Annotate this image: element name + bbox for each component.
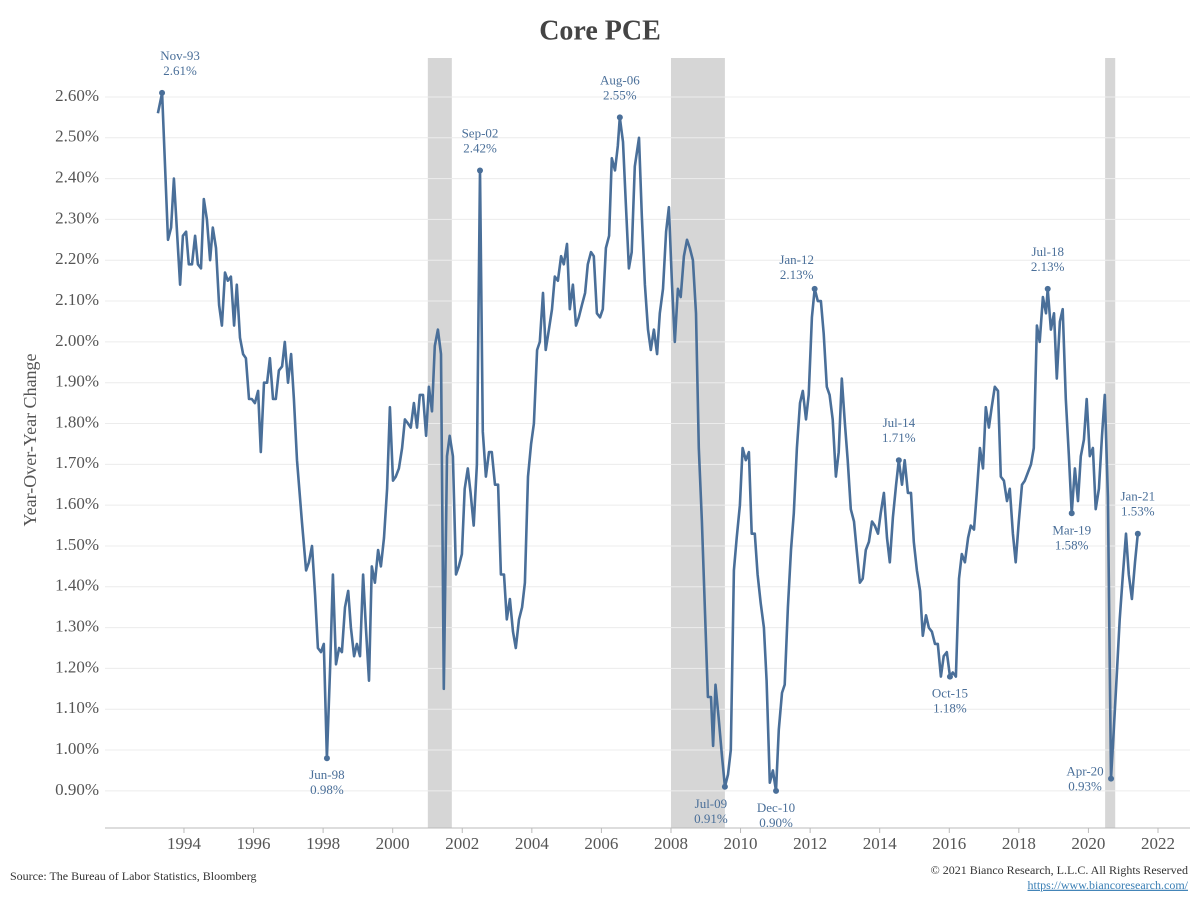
annotation-date: Dec-10: [757, 800, 795, 815]
annotation-date: Aug-06: [600, 72, 640, 87]
annotation-dot: [946, 673, 953, 680]
annotation-value: 2.61%: [163, 63, 197, 78]
x-tick-label: 2014: [863, 834, 898, 853]
x-tick-label: 2018: [1002, 834, 1036, 853]
annotation-dot: [811, 285, 818, 292]
y-tick-label: 0.90%: [55, 780, 99, 799]
annotation-dot: [773, 787, 780, 794]
x-tick-label: 2000: [376, 834, 410, 853]
annotation-date: Jul-18: [1031, 244, 1064, 259]
x-tick-label: 2020: [1071, 834, 1105, 853]
annotation-dot: [323, 755, 330, 762]
y-tick-label: 2.50%: [55, 127, 99, 146]
x-tick-label: 2010: [724, 834, 758, 853]
x-tick-label: 2012: [793, 834, 827, 853]
annotation-dot: [895, 457, 902, 464]
copyright: © 2021 Bianco Research, L.L.C. All Right…: [931, 863, 1188, 877]
url[interactable]: https://www.biancoresearch.com/: [1027, 878, 1188, 892]
y-tick-label: 1.60%: [55, 494, 99, 513]
y-tick-label: 1.80%: [55, 412, 99, 431]
x-tick-label: 2006: [584, 834, 618, 853]
chart-title: Core PCE: [539, 15, 661, 46]
annotation-dot: [1108, 775, 1115, 782]
annotation-value: 1.53%: [1121, 504, 1155, 519]
y-tick-label: 1.40%: [55, 576, 99, 595]
y-tick-label: 1.50%: [55, 535, 99, 554]
annotation-dot: [1044, 285, 1051, 292]
annotation-value: 1.71%: [882, 430, 916, 445]
recession-shade: [1105, 58, 1116, 828]
annotation-date: Jul-14: [883, 415, 916, 430]
x-tick-label: 1996: [237, 834, 271, 853]
y-tick-label: 2.10%: [55, 290, 99, 309]
annotation-dot: [1068, 510, 1075, 517]
y-tick-label: 1.90%: [55, 372, 99, 391]
y-tick-label: 2.40%: [55, 168, 99, 187]
data-line: [156, 91, 1140, 793]
y-tick-label: 1.70%: [55, 453, 99, 472]
x-tick-label: 1994: [167, 834, 202, 853]
annotation-date: Sep-02: [462, 125, 499, 140]
x-tick-label: 2016: [932, 834, 966, 853]
annotation-date: Mar-19: [1052, 522, 1091, 537]
annotation-value: 2.42%: [463, 140, 497, 155]
annotation-date: Nov-93: [160, 48, 200, 63]
annotation-value: 1.58%: [1055, 537, 1089, 552]
annotation-date: Jul-09: [695, 796, 728, 811]
annotation-value: 0.98%: [310, 782, 344, 797]
x-tick-label: 1998: [306, 834, 340, 853]
annotation-value: 1.18%: [933, 701, 967, 716]
annotation-dot: [159, 89, 166, 96]
y-tick-label: 2.60%: [55, 86, 99, 105]
annotation-value: 2.13%: [1031, 259, 1065, 274]
annotation-value: 0.90%: [759, 815, 793, 830]
x-tick-label: 2002: [445, 834, 479, 853]
annotation-date: Apr-20: [1066, 764, 1103, 779]
annotation-value: 0.91%: [694, 811, 728, 826]
y-tick-label: 2.30%: [55, 208, 99, 227]
annotation-value: 2.13%: [780, 267, 814, 282]
annotation-date: Jan-12: [779, 252, 814, 267]
x-tick-label: 2022: [1141, 834, 1175, 853]
y-tick-label: 2.20%: [55, 249, 99, 268]
annotation-dot: [721, 783, 728, 790]
y-tick-label: 1.10%: [55, 698, 99, 717]
y-tick-label: 2.00%: [55, 331, 99, 350]
source: Source: The Bureau of Labor Statistics, …: [10, 869, 257, 883]
annotation-date: Oct-15: [932, 686, 968, 701]
annotation-date: Jun-98: [309, 767, 344, 782]
x-tick-label: 2008: [654, 834, 688, 853]
annotation-dot: [1134, 530, 1141, 537]
y-tick-label: 1.20%: [55, 657, 99, 676]
x-tick-label: 2004: [515, 834, 550, 853]
annotation-date: Jan-21: [1120, 489, 1155, 504]
y-tick-label: 1.30%: [55, 616, 99, 635]
y-tick-label: 1.00%: [55, 739, 99, 758]
y-axis-title: Year-Over-Year Change: [20, 353, 40, 526]
annotation-dot: [477, 167, 484, 174]
annotation-value: 2.55%: [603, 87, 637, 102]
annotation-value: 0.93%: [1068, 779, 1102, 794]
annotation-dot: [616, 114, 623, 121]
